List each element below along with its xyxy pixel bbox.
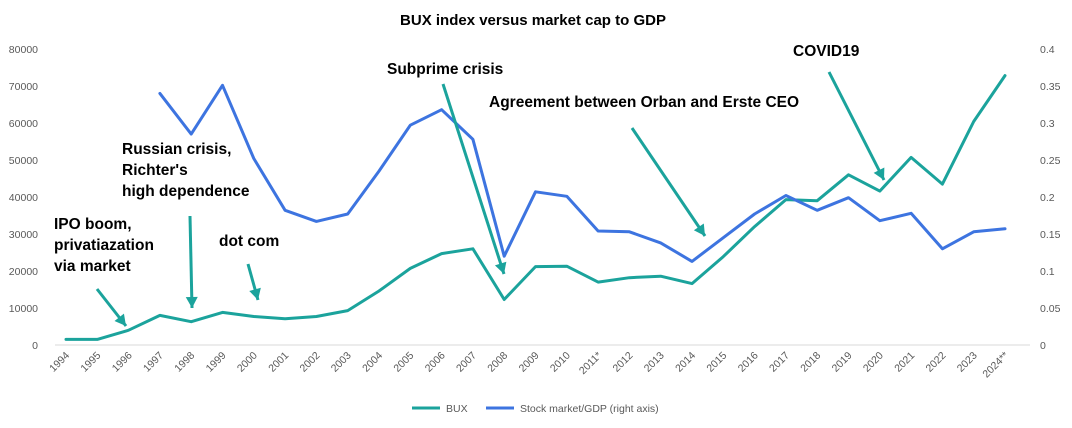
x-tick-label: 2008 (485, 350, 510, 375)
x-tick-label: 2016 (736, 350, 761, 375)
chart-title: BUX index versus market cap to GDP (400, 12, 666, 29)
x-tick-label: 2021 (892, 350, 917, 375)
x-tick-label: 2024** (980, 350, 1011, 381)
x-tick-label: 2006 (423, 350, 448, 375)
x-tick-label: 2015 (704, 350, 729, 375)
x-tick-label: 2003 (329, 350, 354, 375)
series-line-market-gdp (158, 83, 1007, 263)
right-tick-label: 0.25 (1040, 155, 1061, 167)
right-axis-ticks: 0 0.05 0.1 0.15 0.2 0.25 0.3 0.35 0.4 (1040, 44, 1061, 352)
left-tick-label: 50000 (9, 155, 38, 167)
annotation-text: Subprime crisis (387, 61, 503, 78)
right-tick-label: 0.1 (1040, 266, 1055, 278)
annotation-arrowhead (873, 167, 885, 180)
left-tick-label: 0 (32, 340, 38, 352)
annotation-text: Agreement between Orban and Erste CEO (489, 94, 799, 111)
x-tick-label: 2022 (924, 350, 949, 375)
x-tick-label: 1997 (141, 350, 166, 375)
annotation-arrowhead (693, 223, 705, 236)
x-tick-label: 2001 (266, 350, 291, 375)
annotation-arrow (441, 83, 506, 275)
right-tick-label: 0.05 (1040, 303, 1061, 315)
annotation-arrowhead (249, 287, 261, 300)
right-tick-label: 0.3 (1040, 118, 1055, 130)
x-tick-label: 1999 (204, 350, 229, 375)
x-tick-label: 2007 (454, 350, 479, 375)
left-axis-ticks: 0 10000 20000 30000 40000 50000 60000 70000 8000… (9, 44, 38, 352)
x-tick-label: 2012 (611, 350, 636, 375)
annotation-text: Russian crisis, Richter's high dependence (122, 141, 250, 200)
legend: BUX Stock market/GDP (right axis) (412, 403, 659, 415)
right-tick-label: 0.35 (1040, 81, 1061, 93)
x-tick-label: 1994 (47, 350, 72, 375)
x-tick-label: 2004 (360, 350, 385, 375)
legend-label-market-gdp: Stock market/GDP (right axis) (520, 403, 659, 415)
left-tick-label: 20000 (9, 266, 38, 278)
right-tick-label: 0.2 (1040, 192, 1055, 204)
annotation-arrowhead (494, 261, 507, 274)
left-tick-label: 40000 (9, 192, 38, 204)
x-tick-label: 2014 (673, 350, 698, 375)
left-tick-label: 10000 (9, 303, 38, 315)
annotation-text: dot com (219, 233, 279, 250)
x-tick-label: 2005 (391, 350, 416, 375)
annotation-arrowhead (185, 296, 198, 308)
annotation-arrow (630, 127, 707, 237)
left-tick-label: 70000 (9, 81, 38, 93)
x-tick-label: 2019 (830, 350, 855, 375)
x-tick-label: 2011* (577, 350, 604, 377)
x-tick-label: 1996 (110, 350, 135, 375)
annotation-arrowhead (114, 313, 126, 326)
x-tick-label: 1998 (172, 350, 197, 375)
series-layer (64, 74, 1007, 341)
x-tick-label: 2018 (798, 350, 823, 375)
annotation-text: COVID19 (793, 43, 860, 60)
left-tick-label: 60000 (9, 118, 38, 130)
right-tick-label: 0.4 (1040, 44, 1055, 56)
right-tick-label: 0 (1040, 340, 1046, 352)
annotation-text: IPO boom, privatiazation via market (54, 216, 154, 275)
annotations: IPO boom, privatiazation via market Russian… (54, 43, 886, 327)
left-tick-label: 30000 (9, 229, 38, 241)
annotation-arrow (827, 71, 886, 181)
x-tick-label: 2000 (235, 350, 260, 375)
legend-label-bux: BUX (446, 403, 468, 415)
x-tick-label: 2023 (955, 350, 980, 375)
x-tick-label: 2010 (548, 350, 573, 375)
annotation-arrow (188, 215, 194, 309)
x-tick-label: 1995 (78, 350, 103, 375)
right-tick-label: 0.15 (1040, 229, 1061, 241)
left-tick-label: 80000 (9, 44, 38, 56)
x-tick-label: 2002 (298, 350, 323, 375)
x-tick-label: 2013 (642, 350, 667, 375)
x-tick-label: 2009 (517, 350, 542, 375)
x-tick-label: 2020 (861, 350, 886, 375)
series-line-bux (64, 74, 1007, 341)
x-axis-ticks: 1994 1995 1996 1997 1998 1999 2000 2001 2002 2003… (47, 350, 1011, 381)
x-tick-label: 2017 (767, 350, 792, 375)
